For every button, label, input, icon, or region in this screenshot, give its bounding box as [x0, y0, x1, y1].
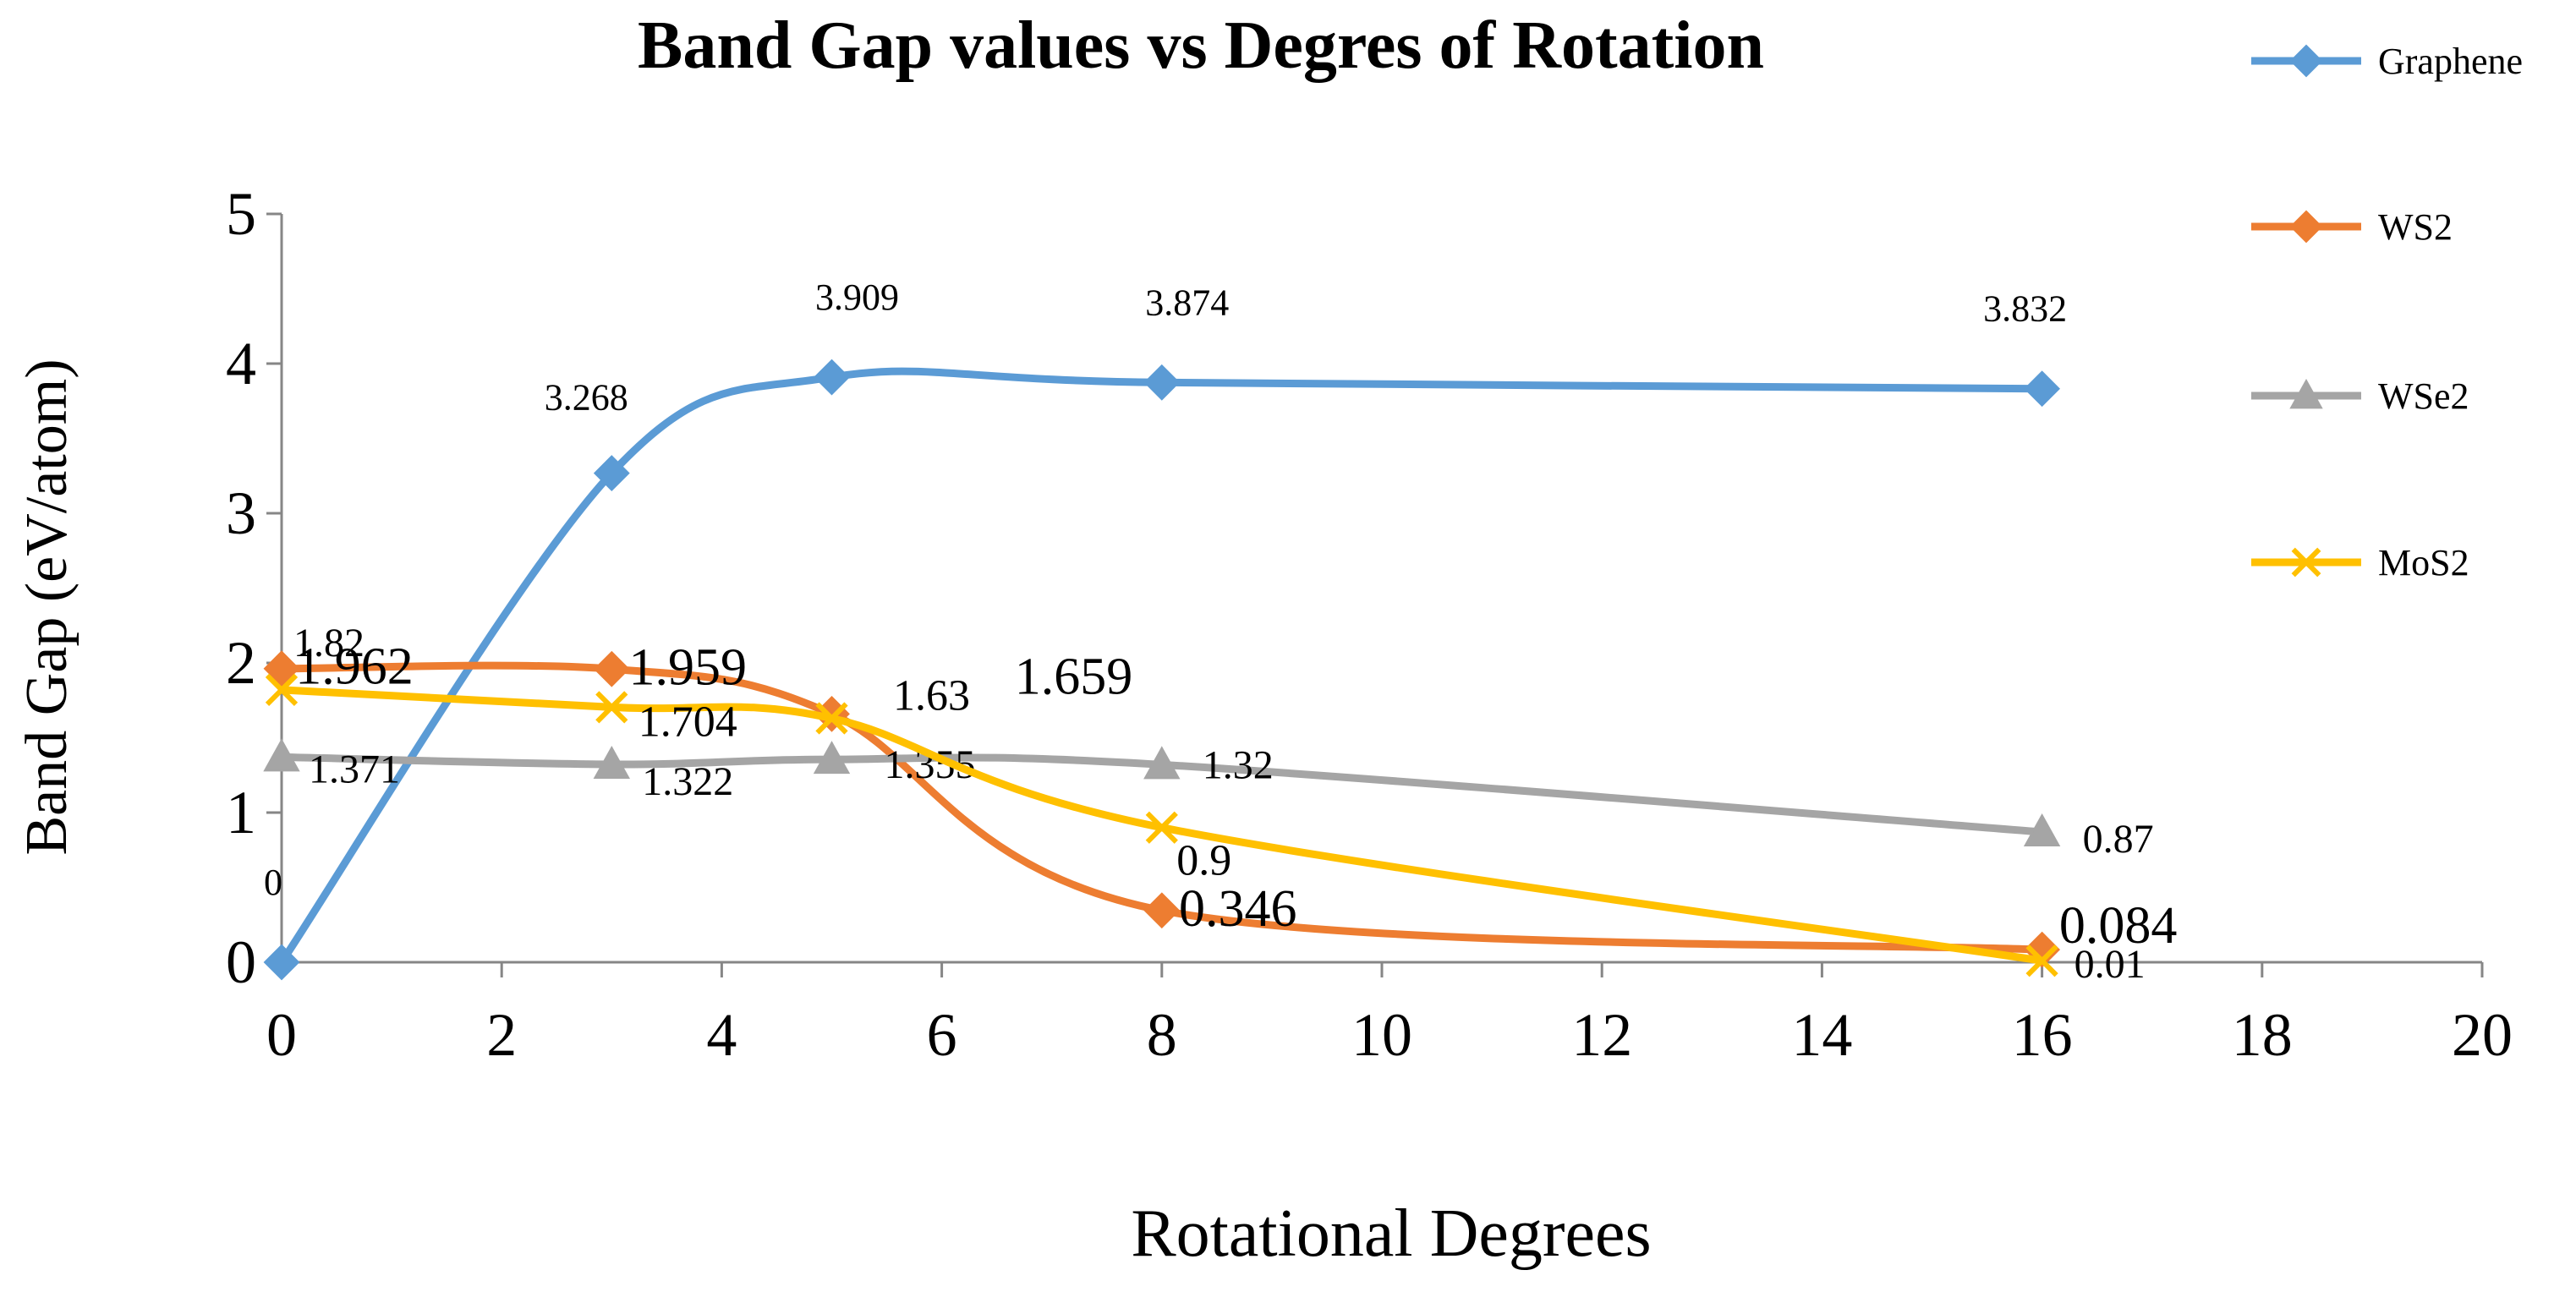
legend-mos2-label: MoS2 [2378, 542, 2469, 583]
series-mos2-marker-stroke [2025, 944, 2058, 977]
series-ws2-marker [263, 650, 300, 687]
series-mos2-marker [815, 702, 848, 735]
series-mos2: 1.82 1.704 1.63 0.9 0.01 [265, 621, 2146, 987]
y-tick-label: 2 [226, 629, 256, 697]
series-wse2-marker [1143, 746, 1181, 780]
series-wse2-marker [263, 738, 300, 772]
series-wse2-marker [813, 741, 851, 775]
x-tick-label: 10 [1351, 1001, 1412, 1069]
legend-ws2-marker [2289, 210, 2323, 244]
x-tick-label: 2 [486, 1001, 517, 1069]
series-wse2-data-label: 1.322 [642, 759, 733, 804]
legend-mos2-marker-stroke [2291, 547, 2321, 578]
legend-wse2: WSe2 [2251, 375, 2469, 417]
series-ws2-data-label: 1.959 [629, 638, 748, 696]
series-mos2-marker [595, 691, 628, 724]
series-mos2-marker [265, 673, 299, 706]
series-graphene-marker [1143, 364, 1181, 401]
y-tick-label: 3 [226, 479, 256, 547]
series-mos2-marker-stroke [815, 702, 848, 735]
x-tick-label: 6 [927, 1001, 957, 1069]
series-ws2-line [277, 661, 2047, 954]
series-ws2-marker [593, 650, 630, 687]
x-tick-label: 12 [1571, 1001, 1632, 1069]
series-ws2-data-label: 1.659 [1015, 648, 1133, 705]
y-tick-label: 4 [226, 330, 256, 397]
series-ws2-data-label: 1.962 [295, 638, 414, 696]
series-graphene-data-label: 3.874 [1145, 282, 1229, 323]
x-tick-label: 20 [2452, 1001, 2513, 1069]
series-mos2-data-label: 0.9 [1176, 837, 1231, 885]
series-graphene-data-label: 0 [264, 862, 282, 903]
legend-wse2-marker [2289, 378, 2323, 409]
series-ws2-data-label: 0.346 [1179, 880, 1297, 938]
legend-graphene-marker [2289, 44, 2323, 78]
series-graphene-data-label: 3.832 [1983, 288, 2067, 330]
series-graphene-line [277, 367, 2047, 966]
series-mos2-data-label: 1.82 [293, 621, 364, 665]
series-wse2-data-label: 1.371 [309, 747, 400, 791]
series-wse2-marker [593, 745, 630, 780]
y-tick-label: 0 [226, 928, 256, 996]
series-graphene-data-label: 3.909 [815, 276, 899, 318]
legend-mos2: MoS2 [2251, 542, 2469, 583]
series-mos2-data-label: 0.01 [2075, 942, 2146, 987]
legend: Graphene WS2 WSe2 MoS2 [2251, 41, 2523, 583]
series-ws2: 1.962 1.959 1.659 0.346 0.084 [263, 638, 2178, 968]
series-mos2-marker [1145, 811, 1178, 844]
x-tick-label: 4 [706, 1001, 737, 1069]
y-axis-label: Band Gap (eV/atom) [14, 359, 79, 855]
x-tick-label: 14 [1791, 1001, 1852, 1069]
x-tick-label: 0 [266, 1001, 297, 1069]
series-graphene: 0 3.268 3.909 3.874 3.832 [263, 276, 2067, 981]
legend-graphene: Graphene [2251, 41, 2523, 82]
series-ws2-data-label: 0.084 [2059, 897, 2178, 955]
x-tick-label: 16 [2012, 1001, 2073, 1069]
series-wse2-line [277, 753, 2047, 836]
legend-wse2-label: WSe2 [2378, 375, 2469, 417]
series-wse2-marker [2023, 813, 2061, 847]
series-mos2-data-label: 1.704 [639, 698, 737, 746]
chart-title: Band Gap values vs Degres of Rotation [638, 8, 1764, 83]
series-mos2-line [277, 686, 2047, 965]
series-wse2-data-label: 1.32 [1203, 742, 1274, 787]
series-mos2-marker [2025, 944, 2058, 977]
legend-mos2-marker [2291, 547, 2321, 578]
series-graphene-marker [263, 944, 300, 981]
series-graphene-data-label: 3.268 [545, 377, 628, 419]
x-axis-label: Rotational Degrees [1131, 1196, 1651, 1271]
legend-ws2-label: WS2 [2378, 206, 2453, 248]
series-mos2-marker-stroke [595, 691, 628, 724]
legend-ws2: WS2 [2251, 206, 2453, 248]
x-tick-label: 8 [1147, 1001, 1177, 1069]
series-mos2-data-label: 1.63 [893, 671, 970, 720]
x-tick-label: 18 [2232, 1001, 2293, 1069]
y-tick-label: 1 [226, 779, 256, 846]
series-graphene-marker [814, 359, 850, 396]
legend-graphene-label: Graphene [2378, 41, 2523, 82]
series-ws2-marker [1143, 892, 1181, 929]
y-tick-label: 5 [226, 180, 256, 248]
series-mos2-marker-stroke [265, 673, 299, 706]
series-mos2-marker-stroke [1145, 811, 1178, 844]
series-graphene-marker [2024, 370, 2061, 408]
series-graphene-marker [593, 455, 630, 491]
series-wse2-data-label: 0.87 [2083, 817, 2154, 862]
